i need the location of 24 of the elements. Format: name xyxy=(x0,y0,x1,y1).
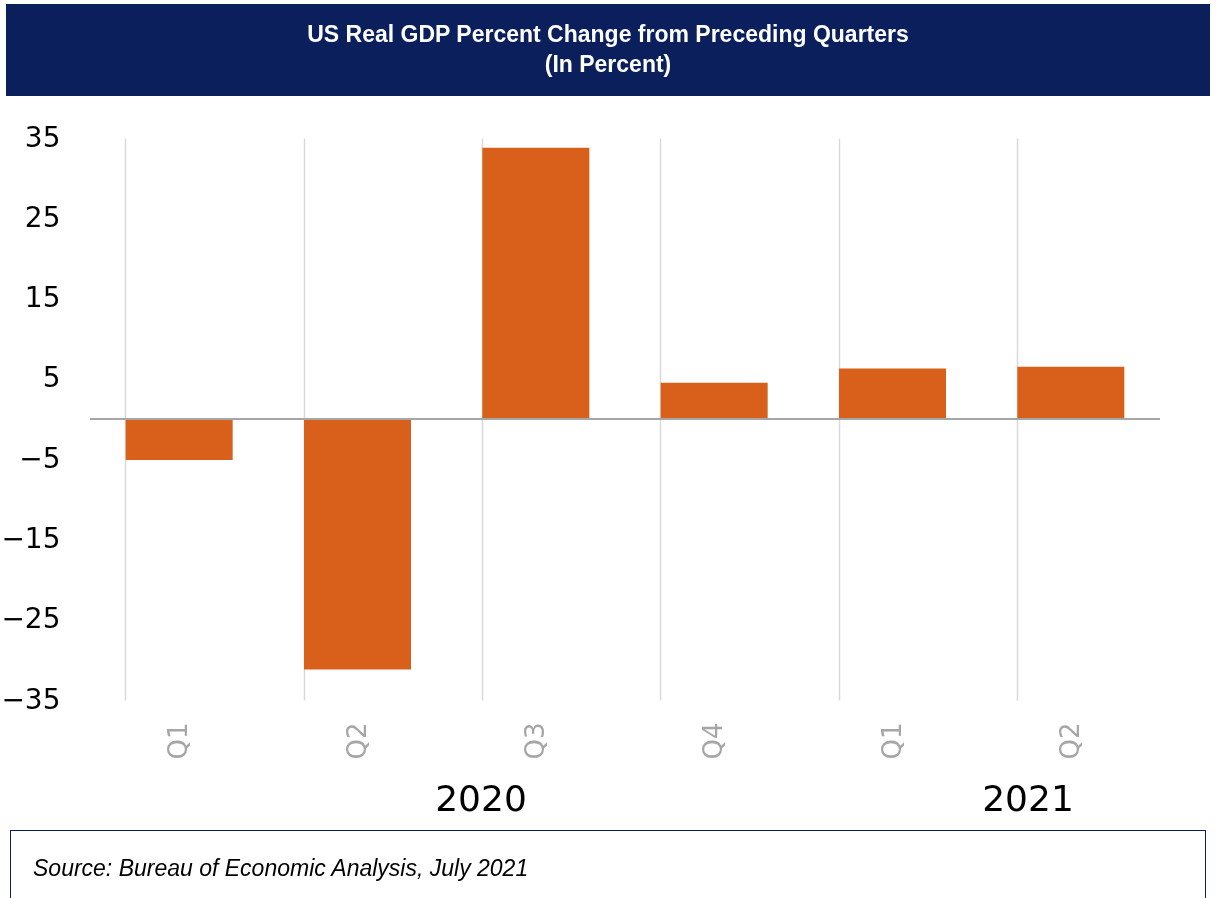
y-tick-label: −5 xyxy=(19,441,61,475)
y-tick-label: −35 xyxy=(1,682,61,716)
bar xyxy=(304,419,411,670)
text: 2020 xyxy=(435,778,527,819)
x-tick-label: Q1 xyxy=(876,722,907,760)
bar xyxy=(1017,366,1125,419)
y-tick-label: −25 xyxy=(1,602,61,636)
chart-title: US Real GDP Percent Change from Preceding Quarters (In Percent) xyxy=(6,4,1210,96)
bar xyxy=(660,382,768,419)
bar xyxy=(125,419,233,460)
x-tick-label: Q3 xyxy=(519,722,550,760)
y-tick-label: 35 xyxy=(24,120,61,154)
y-tick-label: 5 xyxy=(42,361,61,395)
y-tick-label: −15 xyxy=(1,521,61,555)
text: 2021 xyxy=(982,778,1074,819)
x-tick-label: Q1 xyxy=(163,722,194,760)
x-tick-label: Q2 xyxy=(341,722,372,760)
bar xyxy=(482,147,590,419)
bar xyxy=(839,368,946,419)
x-tick-label: Q4 xyxy=(698,722,729,760)
y-tick-label: 15 xyxy=(24,281,61,315)
x-tick-label: Q2 xyxy=(1054,722,1085,760)
y-tick-label: 25 xyxy=(24,200,61,234)
source-note: Source: Bureau of Economic Analysis, July 2021 xyxy=(10,830,1206,898)
